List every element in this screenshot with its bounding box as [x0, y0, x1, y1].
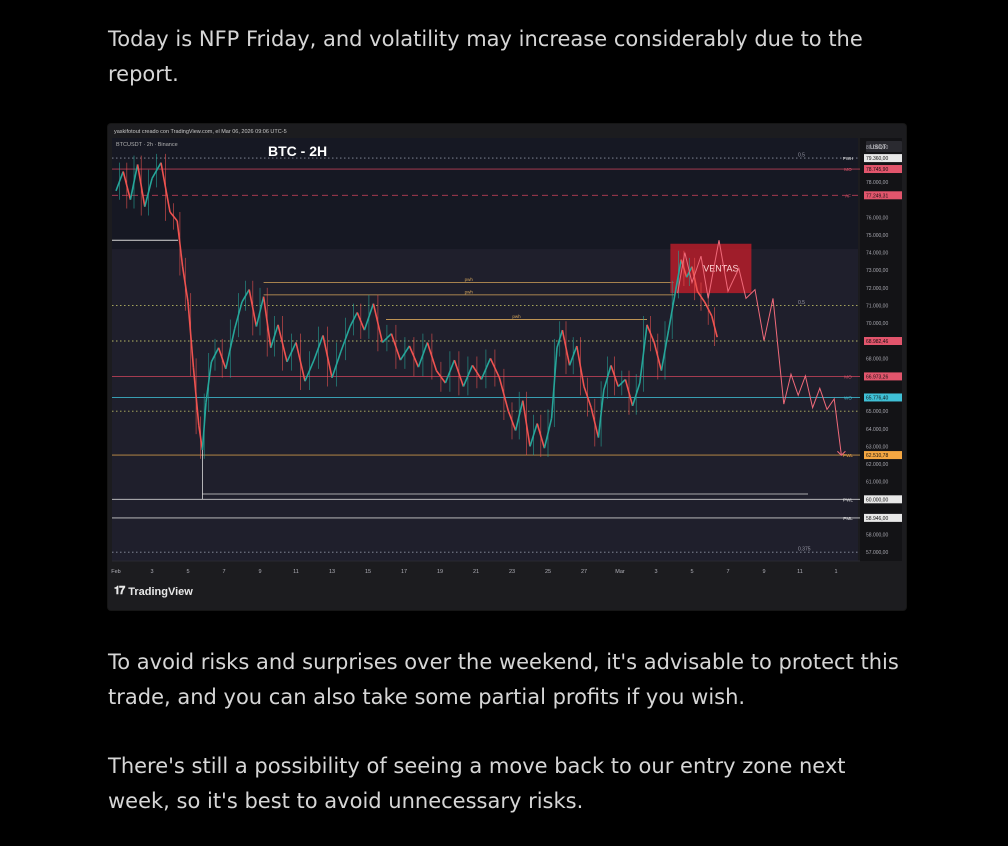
- price-tag: [864, 513, 902, 522]
- y-tick-label: 68.000,00: [866, 356, 888, 362]
- price-tag-label: PWH: [843, 156, 854, 161]
- y-tick-label: 78.000,00: [866, 180, 888, 186]
- x-tick-label: Mar: [615, 569, 625, 575]
- x-tick-label: 25: [545, 569, 551, 575]
- x-tick-label: 11: [797, 569, 803, 575]
- post-paragraph-intro: Today is NFP Friday, and volatility may …: [108, 27, 863, 86]
- price-tag: [864, 165, 902, 174]
- level-label: 0.5: [798, 300, 805, 306]
- price-tag-label: MO: [844, 374, 852, 379]
- x-tick-label: 7: [222, 569, 225, 575]
- tradingview-brand-label: TradingView: [128, 585, 193, 598]
- x-tick-label: 5: [690, 569, 693, 575]
- x-tick-label: 7: [726, 569, 729, 575]
- level-label: 0.5: [798, 153, 805, 159]
- x-tick-label: 15: [365, 569, 371, 575]
- y-tick-label: 58.000,00: [866, 533, 888, 539]
- x-tick-label: 1: [834, 569, 837, 575]
- btc-price-chart: yaskifotout creado con TradingView.com, …: [108, 124, 906, 579]
- price-tag: [864, 451, 902, 460]
- price-tag-label: WO: [844, 395, 852, 400]
- price-tag-value: 77.249,31: [866, 193, 888, 199]
- price-tag-label: MO: [844, 167, 852, 172]
- price-tag-value: 65.776,40: [866, 395, 888, 401]
- level-label: 0.375: [798, 547, 811, 553]
- price-tag-label: PWL: [843, 453, 853, 458]
- x-tick-label: 17: [401, 569, 407, 575]
- x-tick-label: 23: [509, 569, 515, 575]
- currency-badge: [866, 141, 902, 152]
- y-tick-label: 65.000,00: [866, 409, 888, 415]
- x-tick-label: 9: [762, 569, 765, 575]
- price-tag-label: PML: [843, 516, 853, 521]
- y-tick-label: 71.000,00: [866, 303, 888, 309]
- price-tag: [864, 495, 902, 504]
- chart-screenshot[interactable]: yaskifotout creado con TradingView.com, …: [108, 124, 906, 610]
- y-tick-label: 72.000,00: [866, 286, 888, 292]
- price-axis-background: [860, 138, 902, 561]
- y-tick-label: 64.000,00: [866, 427, 888, 433]
- ventas-label: VENTAS: [703, 263, 738, 273]
- x-tick-label: 3: [654, 569, 657, 575]
- x-tick-label: 3: [150, 569, 153, 575]
- price-tag-value: 60.000,00: [866, 497, 888, 503]
- x-tick-label: 13: [329, 569, 335, 575]
- projection-arrow-icon: [837, 450, 846, 456]
- chart-symbol-info: BTCUSDT · 2h · Binance: [116, 142, 178, 148]
- pwh-label: pwh: [512, 314, 521, 319]
- y-tick-label: 74.000,00: [866, 251, 888, 257]
- currency-label: USDT: [870, 145, 887, 151]
- chart-footer: 𝟏𝟕 TradingView: [108, 579, 906, 610]
- y-tick-label: 76.000,00: [866, 215, 888, 221]
- chart-attribution: yaskifotout creado con TradingView.com, …: [114, 129, 287, 135]
- x-tick-label: 5: [186, 569, 189, 575]
- y-tick-label: 63.000,00: [866, 444, 888, 450]
- price-series: [115, 153, 718, 459]
- price-tag: [864, 393, 902, 402]
- y-tick-label: 73.000,00: [866, 268, 888, 274]
- price-tag: [864, 337, 902, 346]
- y-tick-label: 62.000,00: [866, 462, 888, 468]
- post-paragraph-risk: There's still a possibility of seeing a …: [108, 754, 846, 813]
- pwh-label: pwh: [465, 277, 474, 282]
- y-tick-label: 75.000,00: [866, 233, 888, 239]
- post-paragraph-protect: To avoid risks and surprises over the we…: [108, 650, 899, 709]
- price-tag-value: 58.946,00: [866, 516, 888, 522]
- price-tag-label: PWL: [843, 497, 853, 502]
- upper-band: [112, 138, 858, 250]
- x-tick-label: 19: [437, 569, 443, 575]
- y-tick-label: 70.000,00: [866, 321, 888, 327]
- x-tick-label: 11: [293, 569, 299, 575]
- price-tag-value: 66.973,26: [866, 374, 888, 380]
- chart-title: BTC - 2H: [268, 143, 327, 159]
- price-tag-value: 79.360,00: [866, 156, 888, 162]
- price-tag-value: 78.745,90: [866, 167, 888, 173]
- pwh-label: pwh: [465, 289, 474, 294]
- y-tick-label: 61.000,00: [866, 480, 888, 486]
- price-tag-label: AF: [845, 193, 851, 198]
- price-tag-value: 68.982,46: [866, 339, 888, 345]
- projection-path: [677, 240, 842, 456]
- tradingview-brand[interactable]: 𝟏𝟕 TradingView: [114, 585, 193, 598]
- price-tag: [864, 191, 902, 200]
- price-tag-value: 62.510,78: [866, 453, 888, 459]
- x-tick-label: Feb: [111, 569, 120, 575]
- price-tag: [864, 154, 902, 163]
- tradingview-logo-icon: 𝟏𝟕: [114, 585, 125, 597]
- x-tick-label: 21: [473, 569, 479, 575]
- x-tick-label: 9: [258, 569, 261, 575]
- price-tag: [864, 372, 902, 381]
- y-tick-label: 57.000,00: [866, 550, 888, 556]
- x-tick-label: 27: [581, 569, 587, 575]
- y-tick-label: 80.000,00: [866, 145, 888, 151]
